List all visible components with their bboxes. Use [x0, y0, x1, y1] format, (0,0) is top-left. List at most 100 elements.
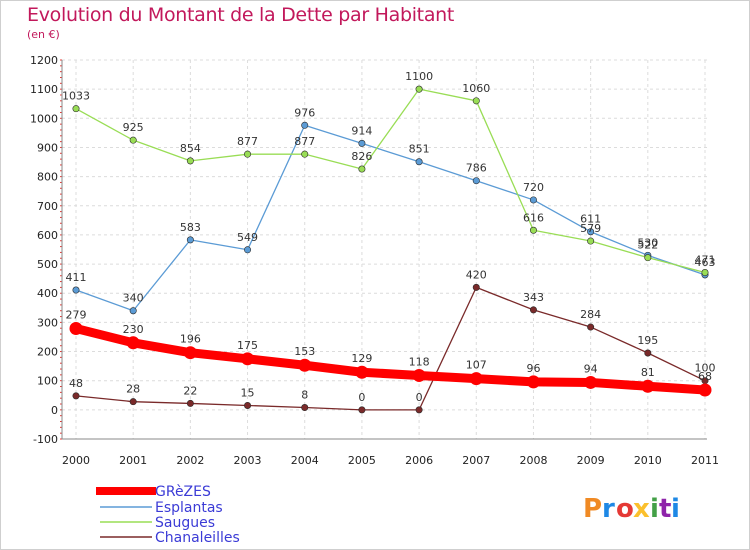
data-point: [526, 375, 540, 389]
data-point: [129, 398, 137, 406]
y-tick-label: 400: [37, 287, 58, 300]
data-label: 583: [180, 221, 201, 234]
series-line-0: [71, 324, 710, 395]
data-label: 175: [237, 339, 258, 352]
data-label: 786: [466, 162, 487, 175]
data-point: [415, 406, 423, 414]
series-lines: [69, 85, 712, 414]
data-label: 411: [66, 271, 87, 284]
data-point: [241, 352, 255, 366]
x-tick-label: 2011: [691, 454, 719, 467]
y-tick-label: 900: [37, 141, 58, 154]
legend-label: Saugues: [155, 515, 215, 531]
data-label: 8: [301, 389, 308, 402]
y-tick-label: 800: [37, 171, 58, 184]
data-labels: 411 340 583 549 976 914 851 786 720 611 530 463 1033…: [62, 70, 716, 404]
data-point: [69, 322, 83, 336]
data-label: 68: [698, 370, 712, 383]
data-label: 1033: [62, 90, 90, 103]
y-tick-label: 1100: [30, 83, 58, 96]
data-point: [698, 383, 712, 397]
data-label: 877: [237, 135, 258, 148]
x-tick-label: 2000: [62, 454, 90, 467]
data-point: [584, 375, 598, 389]
data-label: 420: [466, 268, 487, 281]
x-tick-label: 2002: [176, 454, 204, 467]
data-point: [644, 254, 652, 262]
data-label: 153: [294, 345, 315, 358]
y-tick-label: 1200: [30, 54, 58, 67]
data-point: [415, 158, 423, 166]
data-point: [701, 269, 709, 277]
data-point: [644, 349, 652, 357]
data-point: [186, 157, 194, 165]
y-tick-label: -100: [33, 433, 58, 446]
data-point: [529, 306, 537, 314]
y-tick-label: 0: [51, 404, 58, 417]
data-point: [469, 372, 483, 386]
x-tick-label: 2009: [577, 454, 605, 467]
data-label: 471: [695, 254, 716, 267]
series-line-1: [75, 124, 706, 312]
data-point: [358, 406, 366, 414]
data-label: 1060: [462, 82, 490, 95]
data-label: 826: [351, 150, 372, 163]
legend-label: Esplantas: [155, 500, 223, 516]
data-label: 549: [237, 231, 258, 244]
y-tick-label: 700: [37, 200, 58, 213]
logo-letter: x: [633, 494, 650, 524]
axes: -100010020030040050060070080090010001100…: [30, 54, 719, 467]
data-point: [72, 105, 80, 113]
data-label: 463: [695, 256, 716, 269]
series-line-2: [75, 88, 706, 274]
data-point: [587, 323, 595, 331]
data-point: [415, 85, 423, 93]
data-point: [301, 121, 309, 129]
data-label: 22: [183, 384, 197, 397]
data-point: [587, 237, 595, 245]
y-tick-label: 300: [37, 316, 58, 329]
data-label: 877: [294, 135, 315, 148]
data-point: [412, 368, 426, 382]
data-point: [244, 150, 252, 158]
data-point: [186, 399, 194, 407]
data-label: 0: [358, 391, 365, 404]
x-tick-label: 2006: [405, 454, 433, 467]
data-label: 720: [523, 181, 544, 194]
data-label: 0: [416, 391, 423, 404]
data-label: 195: [637, 334, 658, 347]
data-label: 579: [580, 222, 601, 235]
data-point: [244, 401, 252, 409]
y-tick-label: 200: [37, 346, 58, 359]
x-tick-label: 2001: [119, 454, 147, 467]
data-point: [129, 307, 137, 315]
x-tick-label: 2010: [634, 454, 662, 467]
data-label: 851: [409, 143, 430, 156]
logo-letter: t: [659, 494, 671, 524]
logo-letter: P: [583, 494, 602, 524]
data-label: 107: [466, 359, 487, 372]
chart-subtitle: (en €): [27, 28, 60, 41]
data-label: 279: [66, 309, 87, 322]
data-point: [355, 365, 369, 379]
data-label: 284: [580, 308, 601, 321]
data-point: [183, 346, 197, 360]
logo-letter: i: [671, 494, 680, 524]
data-point: [641, 379, 655, 393]
data-label: 914: [351, 124, 372, 137]
data-label: 81: [641, 366, 655, 379]
y-tick-label: 500: [37, 258, 58, 271]
data-point: [358, 139, 366, 147]
data-point: [587, 228, 595, 236]
data-point: [472, 97, 480, 105]
logo-letter: o: [616, 494, 634, 524]
data-point: [72, 392, 80, 400]
data-label: 28: [126, 383, 140, 396]
data-point: [472, 177, 480, 185]
data-point: [244, 246, 252, 254]
legend-label: GRèZES: [155, 484, 211, 500]
data-label: 100: [695, 362, 716, 375]
data-label: 15: [241, 386, 255, 399]
